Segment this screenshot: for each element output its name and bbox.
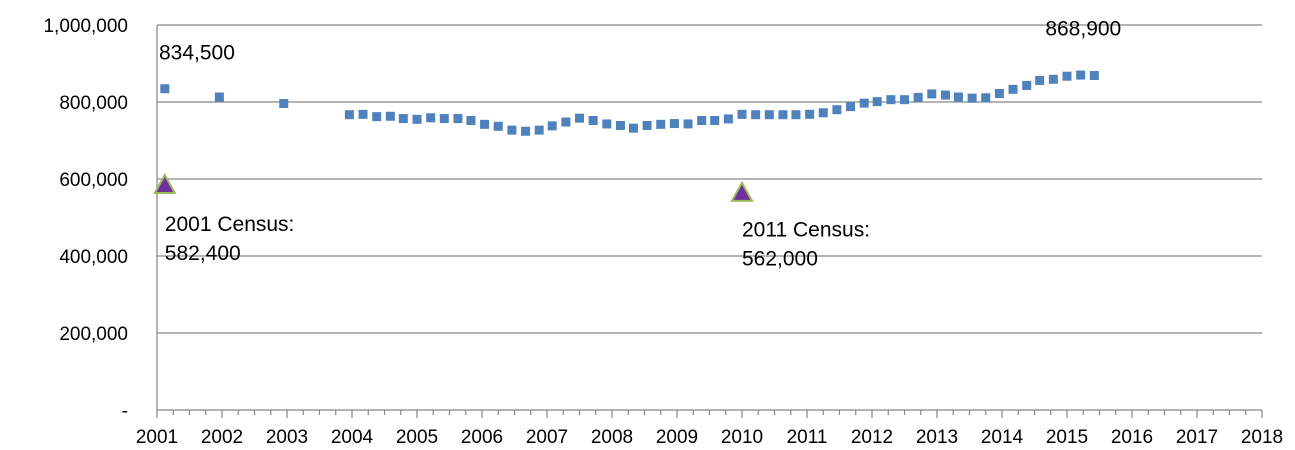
data-point [791,110,801,120]
data-point [561,117,571,127]
x-tick-label: 2006 [461,427,503,448]
y-tick-label: 600,000 [59,170,128,191]
data-point [872,97,882,107]
data-point [1008,84,1018,94]
data-point [900,95,909,105]
y-tick-label: - [122,401,128,422]
data-point [764,110,774,120]
data-point [723,114,733,124]
annotation-label: 868,900 [1045,17,1121,40]
data-point [453,114,463,124]
census-point [153,172,177,194]
x-tick-label: 2015 [1046,427,1088,448]
y-tick-label: 800,000 [59,93,128,114]
data-point [214,92,224,102]
data-point [778,110,788,120]
x-tick-label: 2013 [916,427,958,448]
data-point [697,115,707,125]
x-tick-label: 2003 [266,427,308,448]
data-point [927,89,937,99]
data-point [385,111,395,121]
annotations: 834,500 868,900 2001 Census: 582,400 2011 Ce… [159,17,1121,270]
data-point [1048,74,1058,84]
data-point [412,114,422,124]
census-point [730,180,754,202]
data-point [466,115,476,125]
data-point [656,119,666,129]
data-point [344,110,354,120]
x-tick-label: 2017 [1176,427,1218,448]
data-point [994,89,1004,99]
data-point [628,123,638,133]
data-point [439,114,449,124]
data-point [953,92,963,102]
x-tick-label: 2016 [1111,427,1153,448]
annotation-label: 2001 Census: [165,213,295,236]
data-point [615,120,625,130]
data-point [737,109,747,119]
data-point [859,98,869,108]
data-point [279,99,289,109]
data-point [575,113,584,123]
data-point [669,119,679,129]
data-point [1076,70,1086,80]
data-series [153,70,1099,202]
annotation-label: 2011 Census: [742,219,870,242]
x-tick-label: 2009 [656,427,698,448]
data-point [886,95,896,105]
data-point [160,84,170,94]
y-tick-label: 200,000 [59,324,128,345]
x-tick-label: 2012 [851,427,893,448]
y-tick-label: 1,000,000 [43,16,128,37]
y-tick-labels: - 200,000 400,000 600,000 800,000 1,000,000 [43,16,128,422]
data-point [818,108,828,118]
y-tick-label: 400,000 [59,247,128,268]
gridlines [157,24,1262,334]
data-point [805,109,815,119]
data-point [1022,80,1032,90]
data-point [507,125,517,135]
data-point [710,115,720,125]
data-point [534,125,544,135]
data-point [1089,70,1099,80]
x-tick-label: 2005 [396,427,438,448]
data-point [547,121,557,131]
data-point [1035,75,1045,85]
data-point [967,93,977,103]
data-point [683,119,693,129]
x-tick-label: 2011 [787,427,828,448]
data-point [751,110,761,120]
data-point [913,92,923,102]
x-tick-label: 2018 [1241,427,1283,448]
x-tick-label: 2002 [201,427,243,448]
data-point [588,115,598,125]
x-tick-label: 2008 [591,427,633,448]
data-point [372,112,382,122]
data-point [832,105,842,115]
data-point [493,121,503,131]
x-tick-label: 2014 [981,427,1024,448]
annotation-label: 562,000 [742,248,818,271]
annotation-label: 582,400 [165,242,241,265]
data-point [480,119,490,129]
x-tick-label: 2004 [331,427,374,448]
data-point [642,120,652,130]
axes [156,25,1263,418]
data-point [358,109,368,119]
x-tick-label: 2001 [136,427,178,448]
data-point [981,93,991,103]
data-point [940,90,950,100]
data-point [846,102,856,112]
x-tick-label: 2007 [526,427,568,448]
data-point [398,114,408,124]
annotation-label: 834,500 [159,42,235,65]
data-point [1062,71,1072,81]
data-point [521,126,531,136]
data-point [426,113,436,123]
data-point [602,119,612,129]
x-tick-labels: 2001 2002 2003 2004 2005 2006 2007 2008 2009 2010… [136,427,1283,448]
x-tick-label: 2010 [721,427,763,448]
